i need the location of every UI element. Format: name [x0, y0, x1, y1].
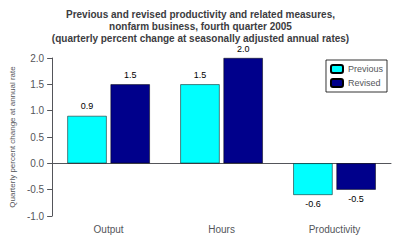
svg-text:Previous and revised productiv: Previous and revised productivity and re…	[66, 9, 335, 20]
svg-text:Hours: Hours	[208, 224, 235, 235]
svg-text:2.0: 2.0	[30, 53, 44, 64]
svg-text:-0.5: -0.5	[27, 184, 45, 195]
svg-text:1.0: 1.0	[30, 105, 44, 116]
svg-text:1.5: 1.5	[194, 70, 207, 80]
svg-text:0.9: 0.9	[81, 101, 94, 111]
svg-text:-0.6: -0.6	[305, 199, 321, 209]
svg-text:-1.0: -1.0	[27, 211, 45, 222]
svg-text:Productivity: Productivity	[309, 224, 361, 235]
svg-text:(quarterly percent change at s: (quarterly percent change at seasonally …	[52, 33, 349, 44]
svg-text:0.5: 0.5	[30, 132, 44, 143]
svg-text:1.5: 1.5	[124, 70, 137, 80]
svg-text:Revised: Revised	[348, 78, 381, 88]
svg-text:Previous: Previous	[348, 64, 384, 74]
svg-text:Output: Output	[94, 224, 124, 235]
svg-text:0.0: 0.0	[30, 158, 44, 169]
svg-text:2.0: 2.0	[237, 44, 250, 54]
svg-text:nonfarm business, fourth quart: nonfarm business, fourth quarter 2005	[109, 21, 292, 32]
svg-text:Quarterly percent change at an: Quarterly percent change at annual rate	[8, 66, 17, 208]
svg-text:1.5: 1.5	[30, 79, 44, 90]
svg-text:-0.5: -0.5	[348, 194, 364, 204]
